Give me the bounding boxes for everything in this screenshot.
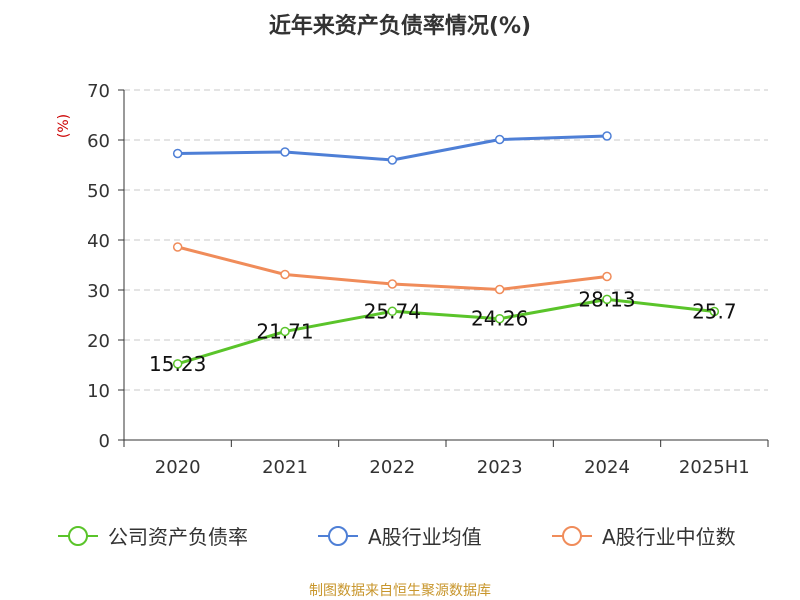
data-label: 15.23	[149, 352, 206, 376]
data-point	[494, 134, 505, 145]
series-line	[177, 297, 715, 366]
legend-entry: A股行业中位数	[602, 525, 736, 549]
x-tick-label: 2020	[155, 457, 201, 478]
data-label: 28.13	[578, 287, 635, 311]
y-tick-label: 60	[87, 131, 110, 152]
legend-entry: A股行业均值	[368, 525, 482, 549]
y-tick-label: 50	[87, 181, 110, 202]
x-tick-label: 2024	[584, 457, 630, 478]
data-point	[387, 306, 398, 317]
x-tick-label: 2023	[477, 457, 523, 478]
data-label: 25.7	[692, 300, 737, 324]
legend-entry: 公司资产负债率	[108, 525, 248, 549]
data-point	[280, 326, 290, 337]
y-tick-label: 40	[87, 231, 110, 252]
data-source: 制图数据来自恒生聚源数据库	[309, 583, 491, 599]
data-point	[172, 148, 183, 159]
data-point	[494, 284, 505, 295]
data-point	[494, 313, 505, 324]
data-point	[709, 306, 720, 317]
data-point	[602, 271, 612, 282]
y-tick-label: 0	[99, 431, 110, 452]
y-axis-unit: (%)	[56, 114, 72, 138]
y-tick-label: 20	[87, 331, 110, 352]
data-point	[602, 131, 612, 141]
data-point	[280, 269, 290, 280]
legend-marker	[562, 526, 582, 546]
data-point	[387, 155, 398, 165]
legend-marker	[328, 526, 348, 546]
data-point	[172, 359, 183, 369]
legend-marker	[68, 526, 88, 546]
data-point	[172, 242, 183, 252]
data-label: 21.71	[256, 319, 313, 343]
x-tick-label: 2021	[262, 457, 308, 478]
y-tick-label: 30	[87, 281, 110, 302]
data-point	[602, 294, 612, 305]
data-point	[387, 279, 398, 289]
x-tick-label: 2025H1	[679, 457, 750, 478]
y-tick-label: 70	[87, 81, 110, 102]
chart-title: 近年来资产负债率情况(%)	[269, 13, 531, 39]
x-tick-label: 2022	[369, 457, 415, 478]
data-point	[280, 147, 290, 157]
data-label: 25.74	[364, 299, 421, 323]
y-tick-label: 10	[87, 381, 110, 402]
data-label: 24.26	[471, 307, 528, 331]
